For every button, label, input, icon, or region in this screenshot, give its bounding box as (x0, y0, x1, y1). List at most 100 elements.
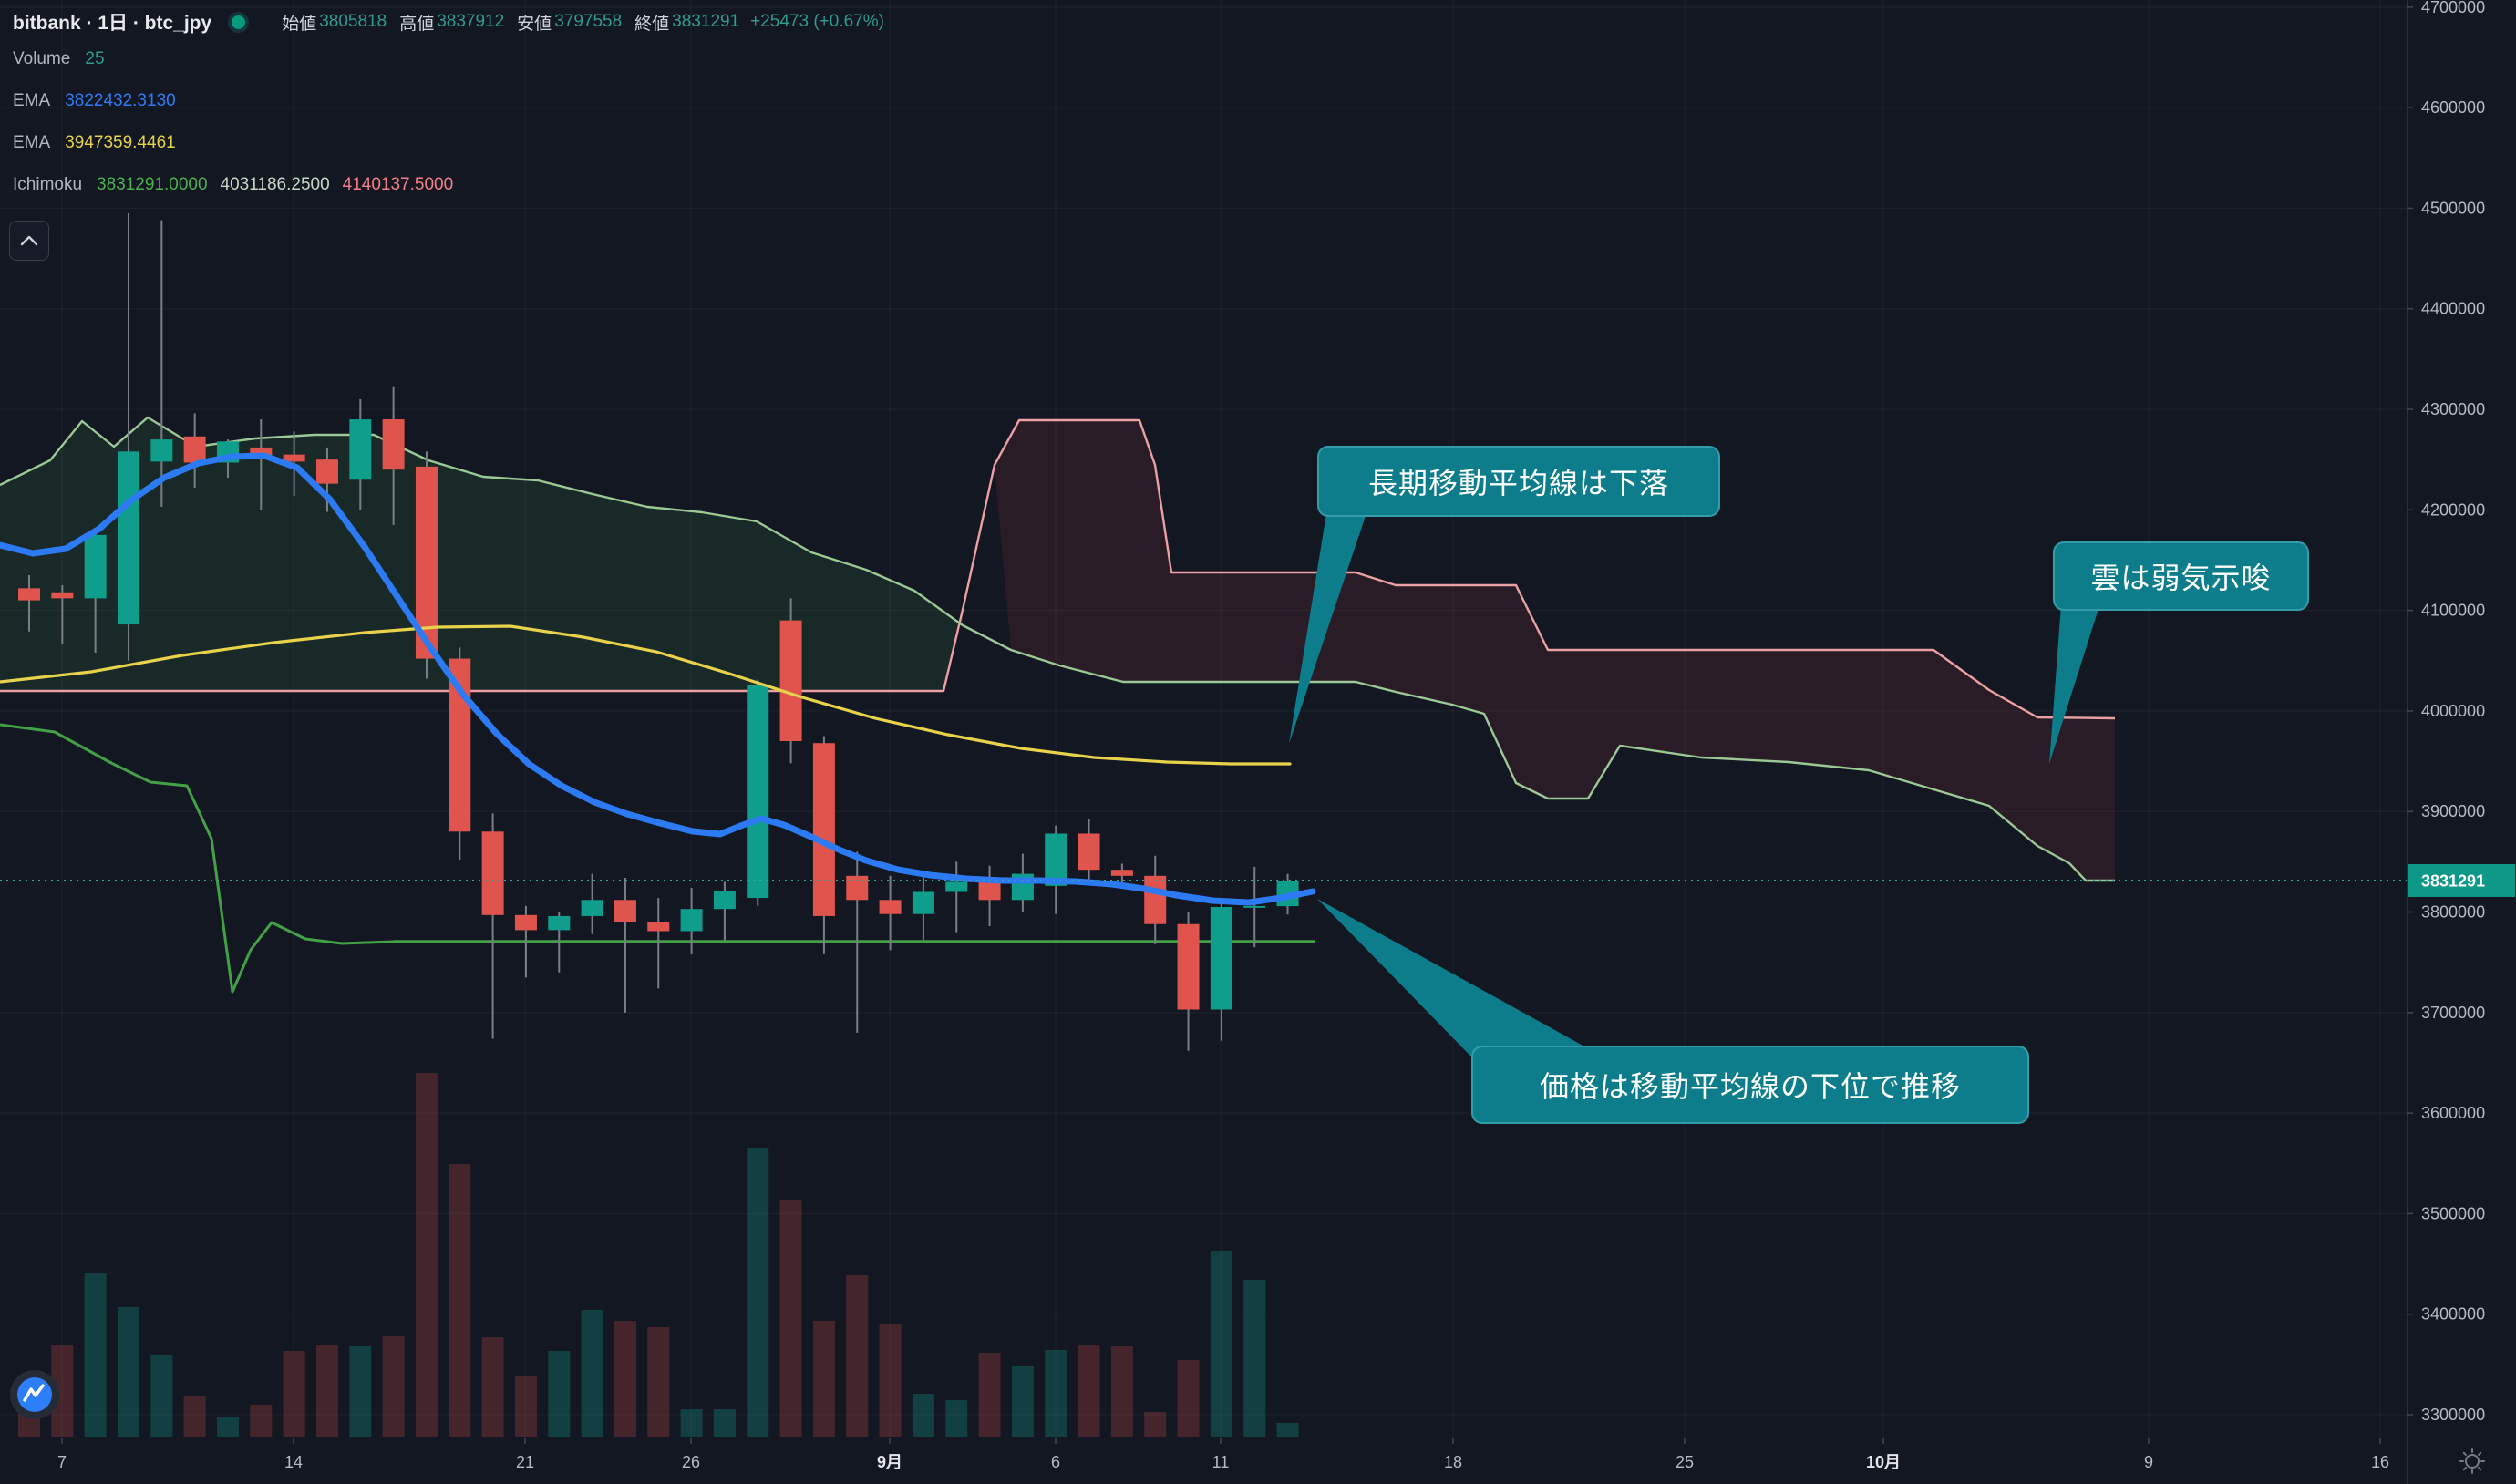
low-value: 3797558 (554, 12, 623, 31)
volume-bar (1011, 1366, 1034, 1437)
volume-legend-row[interactable]: Volume 25 (13, 38, 884, 80)
callout-annotation-2[interactable]: 雲は弱気示唆 (2053, 541, 2309, 611)
candle-body (978, 881, 1001, 901)
volume-bar (614, 1321, 636, 1437)
candle-body (713, 891, 736, 910)
candle-body (647, 922, 670, 932)
volume-bar (349, 1346, 372, 1437)
candle-body (680, 909, 703, 932)
volume-bar (779, 1200, 802, 1437)
volume-bar (945, 1400, 968, 1437)
candle-body (812, 743, 835, 916)
callout-tail[interactable] (2049, 593, 2098, 764)
time-tick-label: 16 (2371, 1453, 2389, 1471)
time-axis[interactable]: 7 14 21 26 9月 6 11 18 25 10月 9 16 (0, 1438, 2516, 1471)
grid-lines (0, 0, 2407, 1438)
time-tick-label: 9 (2144, 1453, 2153, 1471)
time-tick-label: 25 (1676, 1453, 1694, 1471)
volume-bar (1276, 1423, 1299, 1437)
candle-body (250, 447, 273, 458)
price-tick-label: 4500000 (2421, 199, 2485, 217)
candle-body (1144, 875, 1167, 924)
mountain-chart-icon (10, 1370, 59, 1419)
volume-bar (382, 1336, 405, 1437)
price-tick-label: 3300000 (2421, 1406, 2485, 1424)
volume-bar (1144, 1412, 1167, 1437)
candle-body (1078, 833, 1100, 871)
ema-slow-legend-row[interactable]: EMA 3947359.4461 (13, 122, 884, 164)
volume-bar (1078, 1345, 1100, 1437)
volume-bar (812, 1321, 835, 1437)
volume-bar (481, 1337, 504, 1437)
candle-body (315, 459, 338, 484)
last-price-tag-value: 3831291 (2421, 872, 2485, 891)
volume-bar (879, 1324, 902, 1437)
candle-body (1177, 923, 1200, 1010)
ema-slow-path (0, 624, 1292, 766)
chevron-up-icon (20, 235, 38, 246)
chart-logo[interactable] (9, 1369, 60, 1420)
volume-bar (548, 1351, 571, 1437)
volume-bar (747, 1148, 769, 1437)
symbol-title-row[interactable]: bitbank · 1日 · btc_jpy 始値 3805818 高値 383… (13, 5, 884, 38)
candle-body (747, 685, 769, 899)
ema-slow-label: EMA (13, 133, 51, 152)
chikou-path (0, 723, 395, 994)
time-tick-label: 21 (516, 1453, 534, 1471)
volume-bar (1110, 1346, 1133, 1437)
candle-body (548, 915, 571, 931)
price-tick-label: 3800000 (2421, 903, 2485, 922)
volume-bar (1177, 1360, 1200, 1437)
price-tick-label: 3500000 (2421, 1204, 2485, 1222)
price-tick-label: 4000000 (2421, 702, 2485, 720)
open-value: 3805818 (319, 12, 387, 31)
sun-icon (2459, 1448, 2485, 1474)
legend-panel: bitbank · 1日 · btc_jpy 始値 3805818 高値 383… (13, 5, 884, 206)
candle-body (945, 881, 968, 892)
volume-bar (415, 1073, 438, 1437)
price-tick-label: 3900000 (2421, 802, 2485, 820)
market-status-dot-icon (228, 11, 250, 33)
candle-body (349, 419, 372, 480)
volume-value: 25 (85, 49, 105, 68)
ema-slow-line (0, 624, 1292, 766)
candle-body (846, 875, 869, 901)
candle-body (117, 451, 139, 625)
price-tick-label: 4100000 (2421, 602, 2485, 620)
ichimoku-label: Ichimoku (13, 175, 83, 194)
callout-annotation-1[interactable]: 長期移動平均線は下落 (1317, 446, 1720, 517)
volume-bar (216, 1417, 239, 1437)
candle-body (18, 588, 40, 601)
volume-bar (514, 1376, 537, 1437)
price-tick-label: 4400000 (2421, 300, 2485, 318)
volume-bar (183, 1396, 206, 1437)
callout-annotation-3[interactable]: 価格は移動平均線の下位で推移 (1471, 1046, 2029, 1124)
price-axis[interactable]: 4700000 4600000 4500000 4400000 4300000 42000… (2407, 0, 2515, 1484)
time-tick-label: 7 (57, 1453, 67, 1471)
time-tick-label: 26 (682, 1453, 700, 1471)
candle-body (1210, 906, 1232, 1010)
close-value: 3831291 (672, 12, 740, 31)
candle-body (481, 831, 504, 915)
volume-bar (449, 1164, 471, 1437)
price-tick-label: 3600000 (2421, 1104, 2485, 1122)
volume-bar (283, 1351, 305, 1437)
ichimoku-legend-row[interactable]: Ichimoku 3831291.0000 4031186.2500 41401… (13, 164, 884, 206)
callout-tail[interactable] (1289, 497, 1366, 744)
ema-fast-label: EMA (13, 91, 51, 110)
candle-body (879, 900, 902, 914)
candle-body (779, 620, 802, 742)
sun-settings-button[interactable] (2450, 1441, 2494, 1481)
high-value: 3837912 (437, 12, 505, 31)
legend-collapse-button[interactable] (9, 221, 49, 261)
chikou-span-line (0, 723, 395, 994)
callout-text: 価格は移動平均線の下位で推移 (1539, 1070, 1961, 1103)
volume-bars (18, 1073, 1299, 1437)
ema-fast-path (0, 452, 1316, 906)
senkou-span-a-line (0, 416, 2115, 882)
ema-fast-legend-row[interactable]: EMA 3822432.3130 (13, 80, 884, 122)
callout-tail[interactable] (1317, 899, 1586, 1081)
annotation-tails[interactable] (1289, 497, 2098, 1081)
bullish-cloud-area (0, 417, 963, 691)
